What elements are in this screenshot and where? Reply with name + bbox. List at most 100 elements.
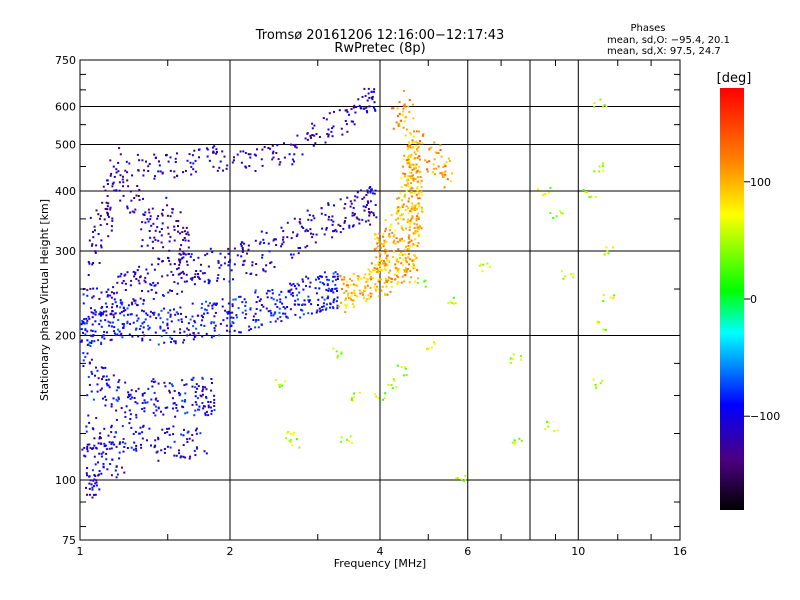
data-point	[331, 289, 334, 292]
data-point	[86, 448, 89, 450]
data-point	[382, 235, 385, 238]
data-point	[130, 313, 133, 316]
data-point	[190, 173, 193, 176]
data-point	[118, 457, 121, 460]
data-point	[186, 263, 189, 266]
data-point	[382, 398, 385, 401]
data-point	[189, 333, 192, 336]
data-point	[331, 215, 334, 218]
data-point	[135, 444, 138, 447]
data-point	[300, 225, 303, 228]
data-point	[90, 340, 93, 342]
data-point	[169, 215, 172, 218]
data-point	[129, 398, 132, 400]
data-point	[413, 205, 415, 208]
data-point	[107, 320, 110, 323]
data-point	[115, 168, 118, 171]
data-point	[213, 405, 216, 407]
data-point	[222, 319, 225, 322]
data-point	[377, 295, 380, 298]
data-point	[94, 330, 97, 333]
data-point	[110, 291, 113, 294]
data-point	[415, 148, 418, 150]
data-point	[605, 328, 607, 331]
data-point	[254, 320, 257, 323]
data-point	[127, 396, 129, 399]
data-point	[323, 283, 326, 286]
data-point	[83, 322, 86, 325]
data-point	[166, 318, 169, 321]
data-point	[261, 256, 264, 259]
data-point	[333, 204, 335, 207]
data-point	[397, 267, 400, 270]
data-point	[207, 404, 210, 407]
data-point	[387, 279, 390, 282]
data-point	[404, 193, 406, 196]
data-point	[369, 295, 372, 298]
data-point	[106, 384, 109, 387]
data-point	[407, 161, 410, 164]
data-point	[407, 218, 410, 221]
data-point	[194, 386, 197, 389]
data-point	[194, 391, 197, 393]
data-point	[85, 430, 88, 433]
data-point	[238, 295, 240, 298]
data-point	[205, 309, 208, 312]
data-point	[175, 404, 178, 406]
data-point	[123, 274, 126, 277]
data-point	[393, 273, 396, 276]
data-point	[142, 174, 145, 177]
data-point	[489, 265, 491, 268]
data-point	[274, 303, 277, 306]
data-point	[143, 392, 146, 395]
data-point	[401, 264, 404, 267]
data-point	[384, 248, 387, 251]
data-point	[396, 276, 399, 279]
data-point	[416, 156, 419, 159]
data-point	[335, 287, 338, 290]
data-point	[122, 327, 125, 329]
data-point	[180, 276, 183, 279]
data-point	[254, 239, 257, 242]
data-point	[217, 274, 220, 276]
x-tick-label: 1	[77, 545, 84, 558]
data-point	[135, 413, 138, 416]
data-point	[556, 429, 559, 432]
data-point	[194, 321, 197, 324]
data-point	[183, 237, 186, 239]
data-point	[328, 215, 330, 218]
data-point	[227, 247, 230, 250]
data-point	[360, 189, 362, 192]
data-point	[382, 243, 385, 246]
data-point	[365, 110, 368, 112]
data-point	[274, 238, 277, 241]
data-point	[180, 271, 183, 274]
data-point	[100, 455, 103, 458]
data-point	[343, 220, 346, 222]
data-point	[383, 241, 386, 244]
data-point	[407, 146, 410, 149]
data-point	[332, 301, 335, 304]
data-point	[156, 400, 159, 403]
data-point	[326, 284, 329, 287]
data-point	[203, 324, 206, 327]
data-point	[232, 278, 234, 281]
data-point	[355, 106, 358, 108]
data-point	[137, 195, 140, 197]
data-point	[249, 328, 252, 330]
data-point	[231, 305, 234, 308]
data-point	[396, 211, 399, 214]
data-point	[409, 171, 412, 174]
data-point	[130, 301, 133, 304]
y-axis-label: Stationary phase Virtual Height [km]	[38, 199, 51, 401]
data-point	[603, 253, 606, 256]
data-point	[272, 239, 275, 242]
data-point	[414, 243, 417, 246]
data-point	[106, 214, 109, 216]
data-point	[119, 334, 122, 337]
data-point	[368, 187, 371, 190]
data-point	[451, 172, 453, 175]
data-point	[183, 230, 186, 233]
data-point	[192, 162, 195, 165]
data-point	[121, 336, 124, 339]
